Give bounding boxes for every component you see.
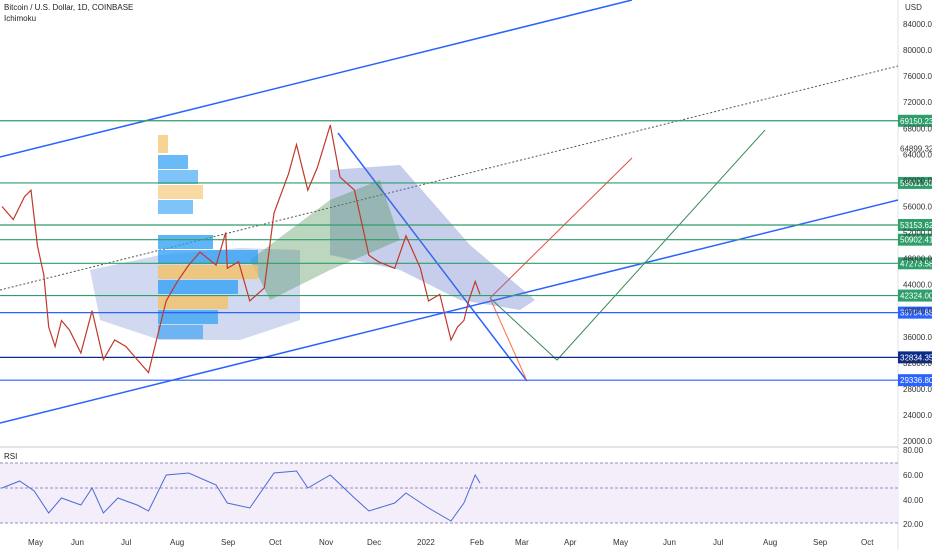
rsi-label: RSI (4, 452, 18, 461)
x-tick-label: Dec (367, 538, 381, 547)
price-level-tag (898, 306, 932, 319)
x-tick-label: Jun (71, 538, 84, 547)
price-level-tag (898, 218, 932, 231)
price-level-label: 53153.62 (900, 221, 932, 230)
y-tick-label: 28000.00 (903, 385, 932, 394)
x-tick-label: Nov (319, 538, 333, 547)
rsi-tick-label: 20.00 (903, 520, 924, 529)
x-tick-label: Jun (663, 538, 676, 547)
rsi-tick-label: 60.00 (903, 471, 924, 480)
rsi-band (0, 463, 898, 523)
price-level-label: 47273.58 (900, 259, 932, 268)
price-level-tag (898, 142, 932, 155)
x-tick-label: Feb (470, 538, 484, 547)
x-tick-label: Jul (713, 538, 723, 547)
price-level-tag (898, 233, 932, 246)
x-tick-label: Aug (763, 538, 777, 547)
price-level-tag (898, 257, 932, 270)
y-tick-label: 56000.00 (903, 202, 932, 211)
x-tick-label: Aug (170, 538, 184, 547)
chart-symbol-title: Bitcoin / U.S. Dollar, 1D, COINBASE (4, 3, 134, 12)
price-series-line (1, 124, 481, 374)
y-tick-label: 52000.00 (903, 229, 932, 238)
y-tick-label: 60000.00 (903, 176, 932, 185)
y-tick-label: 36000.00 (903, 333, 932, 342)
x-tick-label: May (613, 538, 628, 547)
y-tick-label: 84000.00 (903, 20, 932, 29)
x-tick-label: 2022 (417, 538, 435, 547)
x-tick-label: Sep (813, 538, 828, 547)
price-level-label: 59611.60 (900, 179, 932, 188)
price-level-label: 50902.41 (900, 236, 932, 245)
y-tick-label: 32000.00 (903, 359, 932, 368)
rsi-series-line (1, 470, 481, 522)
y-tick-label: 68000.00 (903, 124, 932, 133)
x-tick-label: May (28, 538, 43, 547)
price-level-label: 32834.35 (900, 353, 932, 362)
y-tick-label: 20000.00 (903, 437, 932, 446)
y-tick-label: 76000.00 (903, 72, 932, 81)
projection-path-green (489, 129, 766, 361)
price-level-label: 42324.00 (900, 292, 932, 301)
currency-label: USD (905, 3, 922, 12)
ichimoku-cloud-2 (330, 165, 535, 310)
indicator-label: Ichimoku (4, 14, 37, 23)
price-level-tag (898, 114, 932, 127)
price-level-label: 69150.23 (900, 117, 932, 126)
y-tick-label: 64000.00 (903, 150, 932, 159)
lower-channel-line (0, 199, 899, 424)
rsi-tick-label: 40.00 (903, 496, 924, 505)
x-tick-label: Mar (515, 538, 529, 547)
descending-trendline (337, 132, 528, 382)
price-level-label: 39704.88 (900, 309, 932, 318)
y-tick-label: 24000.00 (903, 411, 932, 420)
projection-path-orange (489, 297, 528, 382)
x-tick-label: Oct (269, 538, 282, 547)
y-tick-label: 72000.00 (903, 98, 932, 107)
y-tick-label: 40000.00 (903, 307, 932, 316)
price-level-tag (898, 351, 932, 364)
x-tick-label: Oct (861, 538, 874, 547)
price-level-tag (898, 374, 932, 387)
upper-channel-line (0, 0, 633, 158)
price-level-label: 29336.80 (900, 376, 932, 385)
y-tick-label: 44000.00 (903, 281, 932, 290)
projection-path-red (489, 157, 633, 299)
y-tick-label: 48000.00 (903, 255, 932, 264)
price-level-label: 64899.32 (900, 144, 932, 153)
x-tick-label: Jul (121, 538, 131, 547)
y-tick-label: 80000.00 (903, 46, 932, 55)
x-tick-label: Apr (564, 538, 577, 547)
price-level-tag (898, 176, 932, 189)
rsi-tick-label: 80.00 (903, 446, 924, 455)
volume-profile (158, 135, 258, 339)
price-level-tag (898, 289, 932, 302)
x-tick-label: Sep (221, 538, 236, 547)
